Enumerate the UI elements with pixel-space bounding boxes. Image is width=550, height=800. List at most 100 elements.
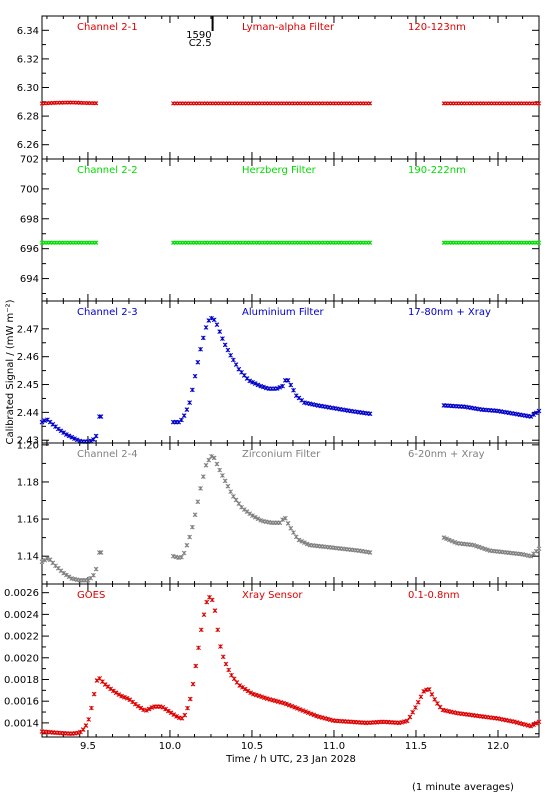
event-marker-class: C2.5 bbox=[189, 38, 212, 49]
data-point bbox=[228, 352, 233, 358]
data-point bbox=[209, 597, 215, 603]
y-tick-label: 2.45 bbox=[17, 380, 39, 391]
data-point bbox=[83, 723, 89, 728]
y-tick-label: 1.20 bbox=[17, 440, 39, 451]
data-point bbox=[281, 700, 286, 706]
data-point bbox=[291, 530, 296, 535]
data-point bbox=[111, 688, 116, 694]
data-point bbox=[135, 703, 141, 709]
data-point bbox=[250, 379, 255, 385]
y-tick-label: 0.0016 bbox=[4, 697, 39, 708]
panel-range-label: 0.1-0.8nm bbox=[408, 590, 460, 601]
data-point bbox=[305, 710, 311, 716]
data-point bbox=[94, 678, 100, 683]
data-point bbox=[182, 712, 188, 718]
data-point bbox=[171, 712, 177, 717]
data-point bbox=[42, 418, 48, 423]
data-point bbox=[474, 543, 479, 549]
data-point bbox=[42, 557, 48, 563]
panel-range-label: 6-20nm + Xray bbox=[408, 449, 485, 460]
data-point bbox=[297, 707, 303, 712]
data-point bbox=[299, 538, 305, 544]
data-point bbox=[93, 566, 99, 572]
data-point bbox=[181, 413, 187, 418]
data-point bbox=[190, 681, 196, 687]
data-point bbox=[160, 704, 166, 710]
x-tick-label: 10.5 bbox=[241, 741, 263, 752]
data-point bbox=[181, 550, 187, 556]
data-point bbox=[220, 654, 226, 660]
data-point bbox=[39, 419, 45, 425]
panel-range-label: 17-80nm + Xray bbox=[408, 307, 491, 318]
data-point bbox=[258, 383, 264, 389]
data-point bbox=[528, 723, 534, 729]
data-point bbox=[274, 386, 280, 391]
footnote: (1 minute averages) bbox=[412, 782, 514, 793]
panel-filter-label: Zirconium Filter bbox=[242, 449, 321, 460]
panel-filter-label: Lyman-alpha Filter bbox=[242, 22, 335, 33]
y-tick-label: 702 bbox=[20, 155, 39, 166]
data-point bbox=[91, 691, 97, 697]
panel-channel-label: GOES bbox=[77, 590, 105, 601]
y-tick-label: 0.0026 bbox=[4, 588, 39, 599]
data-point bbox=[80, 727, 86, 732]
data-point bbox=[282, 515, 288, 521]
series-1 bbox=[39, 100, 542, 106]
panel-2: 694 696 698 700 702 Channel 2-2 Herzberg Filte… bbox=[20, 155, 542, 302]
data-point bbox=[533, 720, 539, 726]
data-point bbox=[179, 554, 184, 560]
data-point bbox=[479, 545, 485, 551]
data-point bbox=[200, 335, 206, 341]
data-point bbox=[98, 550, 104, 555]
data-point bbox=[226, 667, 232, 673]
data-point bbox=[531, 722, 536, 728]
data-point bbox=[252, 381, 258, 386]
data-point bbox=[61, 430, 67, 435]
data-point bbox=[174, 714, 179, 719]
data-point bbox=[196, 645, 201, 651]
data-point bbox=[264, 696, 270, 701]
data-point bbox=[288, 525, 294, 531]
data-point bbox=[304, 541, 310, 547]
y-axis-label: Calibrated Signal / (mW m⁻²) bbox=[5, 299, 16, 444]
data-point bbox=[471, 542, 477, 548]
data-point bbox=[192, 512, 198, 518]
y-tick-label: 1.16 bbox=[17, 515, 39, 526]
data-point bbox=[258, 517, 264, 523]
data-point bbox=[218, 644, 223, 649]
panel-channel-label: Channel 2-3 bbox=[77, 307, 138, 318]
y-tick-label: 6.34 bbox=[17, 26, 39, 37]
data-point bbox=[536, 719, 542, 725]
data-point bbox=[220, 473, 225, 478]
data-point bbox=[198, 627, 204, 633]
series-5 bbox=[39, 594, 542, 737]
data-point bbox=[284, 701, 289, 707]
data-point bbox=[302, 540, 307, 546]
panel-frame bbox=[41, 300, 540, 444]
data-point bbox=[116, 692, 122, 697]
panel-frame bbox=[41, 442, 540, 585]
data-point bbox=[198, 346, 203, 352]
data-point bbox=[421, 688, 427, 694]
data-point bbox=[72, 436, 77, 442]
y-tick-label: 6.26 bbox=[17, 140, 39, 151]
data-point bbox=[247, 511, 253, 517]
data-point bbox=[204, 599, 210, 605]
data-point bbox=[296, 537, 302, 543]
data-point bbox=[536, 408, 542, 414]
data-point bbox=[203, 462, 209, 468]
data-point bbox=[211, 455, 217, 461]
panel-1: 6.26 6.28 6.30 6.32 6.34 Channel 2-1 Lyman-alp… bbox=[17, 15, 542, 160]
data-point bbox=[206, 457, 212, 463]
data-point bbox=[289, 703, 295, 709]
x-tick-label: 10.0 bbox=[159, 741, 181, 752]
data-point bbox=[233, 497, 239, 503]
data-point bbox=[124, 695, 130, 701]
data-point bbox=[212, 608, 218, 613]
data-point bbox=[452, 539, 458, 545]
data-point bbox=[211, 317, 217, 323]
data-point bbox=[209, 453, 214, 459]
data-point bbox=[190, 387, 195, 393]
data-point bbox=[311, 712, 317, 718]
